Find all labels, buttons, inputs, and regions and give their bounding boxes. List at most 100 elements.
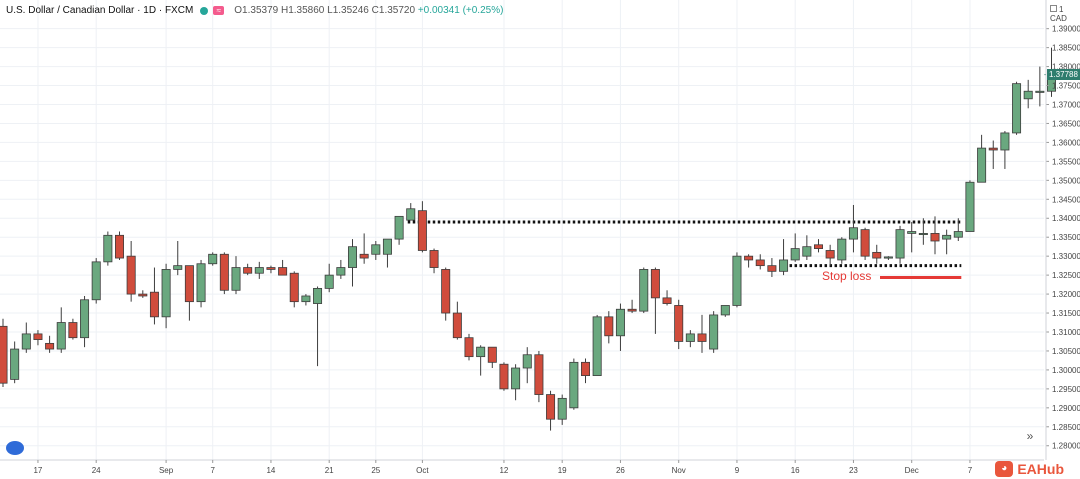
candle <box>429 248 439 274</box>
candle-body <box>755 259 765 267</box>
candle <box>324 263 334 293</box>
candle-body <box>452 312 462 339</box>
time-tick-label: 21 <box>325 466 334 475</box>
time-tick-label: 12 <box>499 466 508 475</box>
time-axis[interactable]: 17 24 Sep 7 14 21 25 Oct 12 19 26 Nov 9 16 23 Dec 7 <box>0 459 1044 475</box>
price-tick-label: 1.30000 <box>1052 366 1080 375</box>
candle-body <box>674 305 684 342</box>
symbol-legend: U.S. Dollar / Canadian Dollar · 1D · FXC… <box>6 5 503 16</box>
candle <box>581 358 591 384</box>
compare-icon[interactable]: ≈ <box>213 6 225 15</box>
eahub-logo-icon: ◕ <box>995 461 1014 477</box>
candles <box>0 47 1057 431</box>
candle <box>196 259 206 308</box>
candle <box>301 294 311 306</box>
candle-body <box>581 361 591 377</box>
scroll-to-realtime-icon[interactable]: » <box>1026 429 1034 443</box>
candle <box>732 252 742 308</box>
candle <box>860 227 870 260</box>
candle <box>161 263 171 329</box>
candle-body <box>1035 90 1045 93</box>
price-tick-label: 1.36500 <box>1052 119 1080 128</box>
candle-body <box>103 234 113 263</box>
candle <box>744 254 754 268</box>
candle <box>697 314 707 353</box>
candle <box>371 240 381 260</box>
tradingview-logo-icon[interactable] <box>6 441 24 455</box>
candle-body <box>184 265 194 303</box>
price-tick-label: 1.29500 <box>1052 385 1080 394</box>
candle <box>464 333 474 361</box>
candle-body <box>126 255 136 295</box>
candle <box>45 335 55 353</box>
candle <box>918 218 928 245</box>
candle-body <box>872 251 882 259</box>
candle-body <box>91 261 101 301</box>
candle <box>441 267 451 321</box>
candle <box>487 346 497 369</box>
candle-body <box>522 354 532 369</box>
price-tick-label: 1.32500 <box>1052 271 1080 280</box>
candle <box>313 286 323 367</box>
candle-body <box>592 316 602 377</box>
candle <box>988 140 998 169</box>
candle-body <box>685 333 695 342</box>
candle-body <box>115 234 125 259</box>
candle <box>243 263 253 276</box>
candle-body <box>266 267 276 270</box>
candle <box>872 244 882 264</box>
candle-body <box>814 244 824 249</box>
candle-body <box>429 250 439 268</box>
price-tick-label: 1.36000 <box>1052 138 1080 147</box>
time-tick-label: 19 <box>558 466 567 475</box>
time-tick-label: 26 <box>616 466 625 475</box>
price-tick-label: 1.34000 <box>1052 214 1080 223</box>
candle <box>674 299 684 350</box>
candle-body <box>499 363 509 390</box>
time-tick-label: 14 <box>266 466 275 475</box>
candle <box>977 134 987 183</box>
candle-body <box>977 147 987 183</box>
time-tick-label: 16 <box>791 466 800 475</box>
candle <box>10 341 20 384</box>
price-tick-label: 1.37000 <box>1052 100 1080 109</box>
candle <box>80 295 90 348</box>
candle <box>68 318 78 340</box>
candle-body <box>464 337 474 358</box>
candle <box>883 256 893 260</box>
currency-selector[interactable]: 1 CAD <box>1050 5 1080 23</box>
candle-body <box>382 238 392 255</box>
candle-body <box>965 181 975 232</box>
candle <box>848 204 858 253</box>
candle <box>138 290 148 298</box>
candle-body <box>1012 83 1022 134</box>
candle <box>592 314 602 377</box>
candle <box>103 231 113 266</box>
candle-body <box>301 295 311 303</box>
candle-body <box>243 267 253 274</box>
candle-body <box>732 255 742 306</box>
candle-body <box>837 238 847 261</box>
candle-body <box>347 246 357 268</box>
price-tick-label: 1.32000 <box>1052 290 1080 299</box>
candle <box>767 258 777 278</box>
last-price-tag: 1.37788 <box>1047 69 1080 81</box>
candle <box>336 259 346 279</box>
candle-body <box>406 208 416 221</box>
price-tick-label: 1.33000 <box>1052 252 1080 261</box>
candle <box>173 240 183 276</box>
price-axis[interactable]: 1.39000 1.38500 1.38000 1.37500 1.37000 1.365… <box>1045 0 1080 460</box>
candle <box>21 322 31 353</box>
candle-body <box>417 210 427 251</box>
candle <box>907 222 917 253</box>
candle-body <box>68 322 78 339</box>
candle <box>685 330 695 348</box>
candle <box>476 345 486 376</box>
candle <box>662 290 672 306</box>
symbol-title[interactable]: U.S. Dollar / Canadian Dollar · 1D · FXC… <box>6 5 194 16</box>
candle <box>115 231 125 260</box>
time-tick-label: Nov <box>672 466 686 475</box>
candle-body <box>604 316 614 337</box>
candle-body <box>825 250 835 259</box>
